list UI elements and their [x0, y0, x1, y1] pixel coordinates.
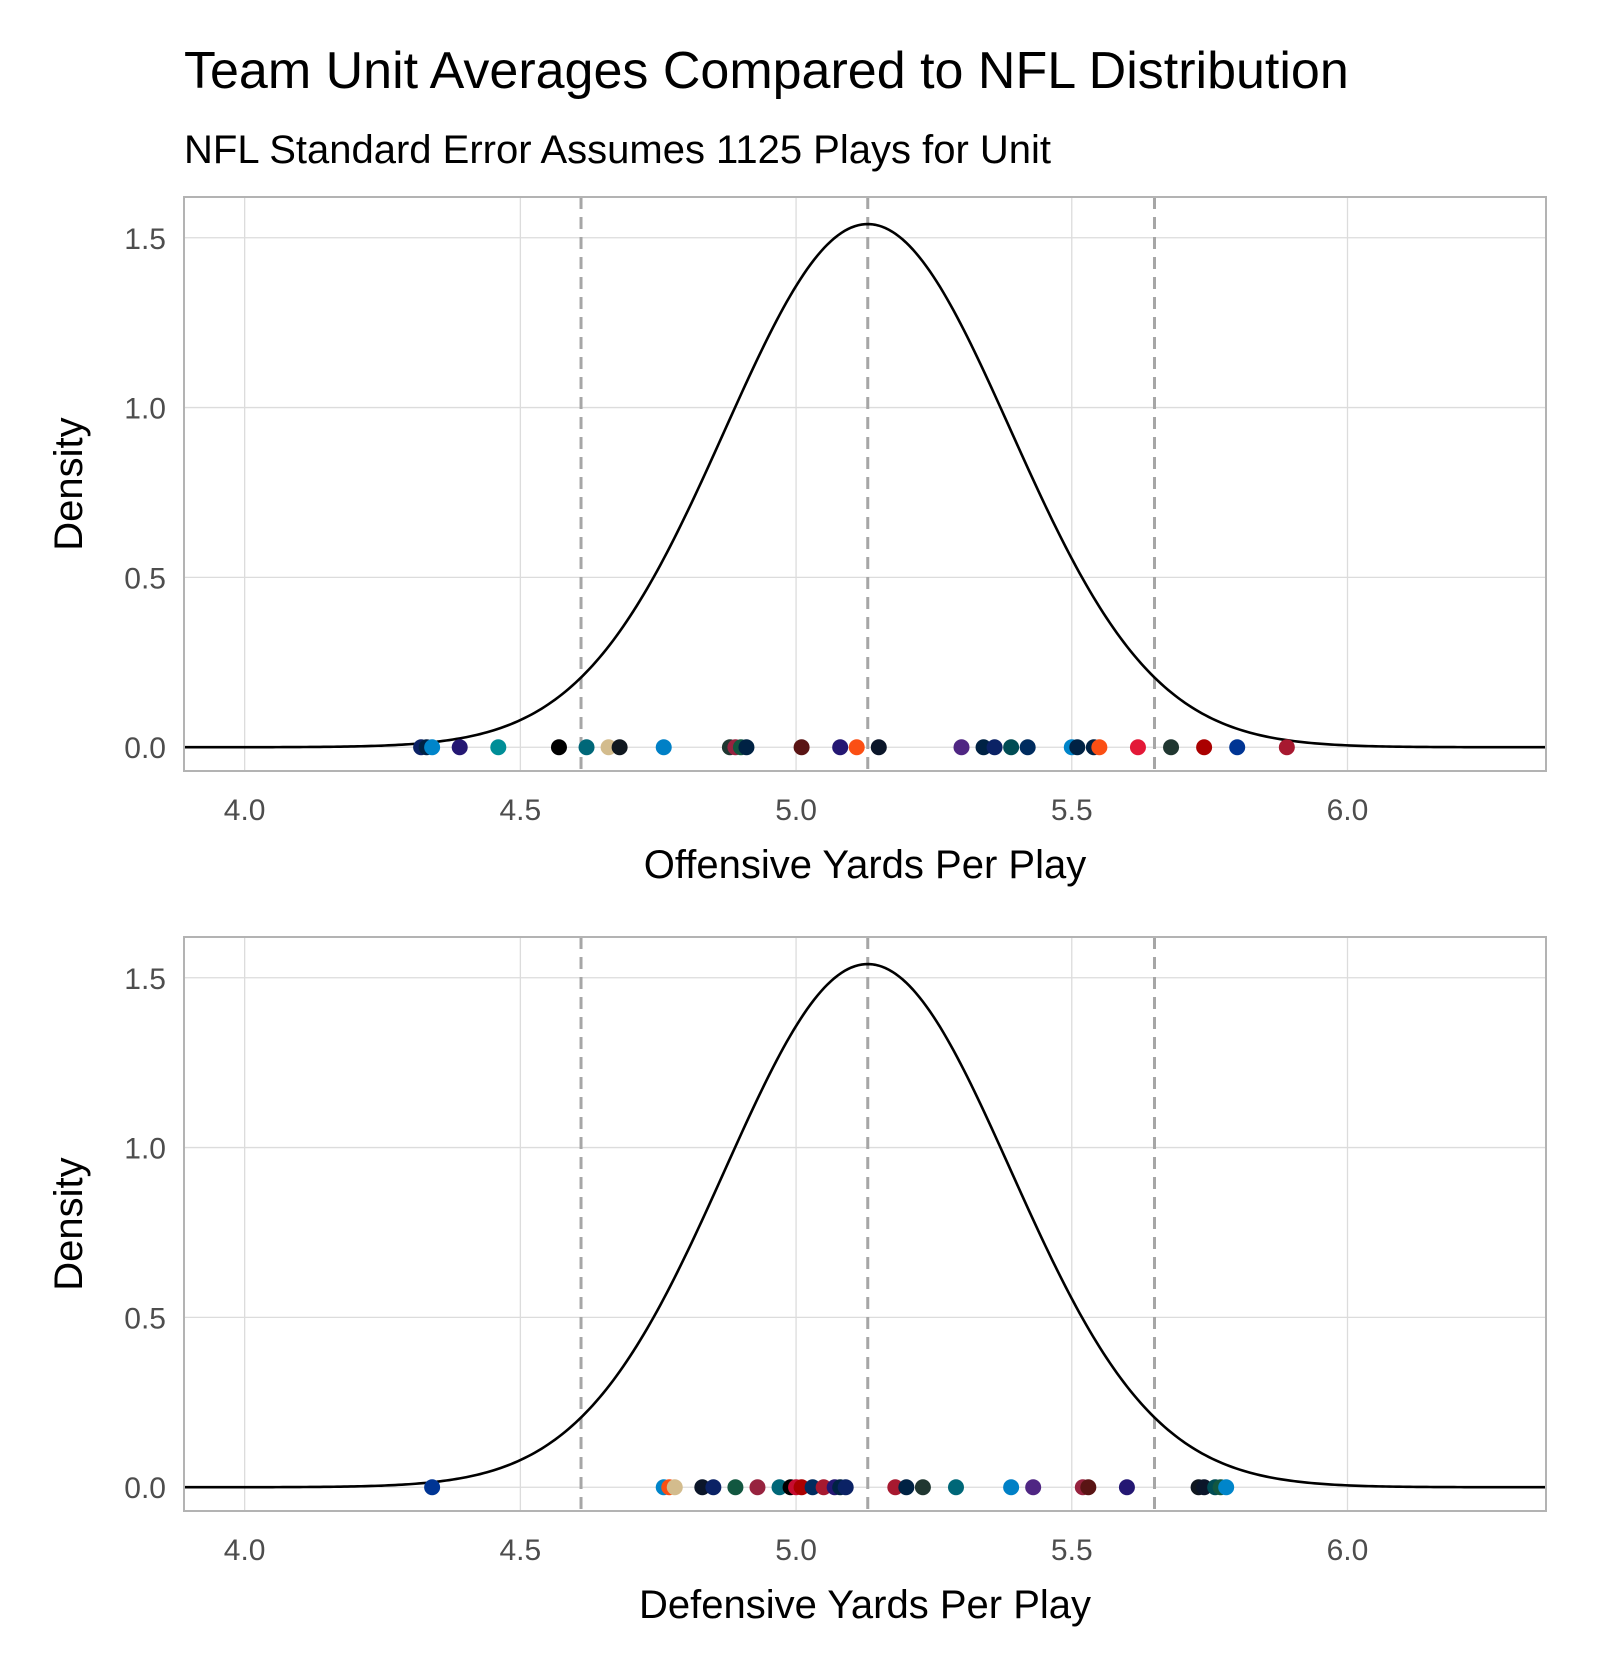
team-point — [1003, 1479, 1020, 1496]
y-tick-label: 0.0 — [124, 732, 166, 765]
team-point — [1091, 739, 1108, 756]
team-point — [870, 739, 887, 756]
y-tick-label: 1.5 — [124, 963, 166, 996]
team-point — [1003, 739, 1020, 756]
team-point — [887, 1479, 904, 1496]
x-tick-label: 5.5 — [1051, 794, 1093, 827]
x-tick-label: 6.0 — [1327, 1534, 1369, 1567]
team-point — [1196, 1479, 1213, 1496]
team-point — [451, 739, 468, 756]
team-point — [1069, 739, 1086, 756]
x-tick-label: 4.0 — [224, 794, 266, 827]
team-point — [975, 739, 992, 756]
team-point — [947, 1479, 964, 1496]
chart-title: Team Unit Averages Compared to NFL Distr… — [184, 42, 1349, 100]
y-tick-label: 0.5 — [124, 1302, 166, 1335]
team-point — [898, 1479, 915, 1496]
x-tick-label: 4.5 — [500, 794, 542, 827]
team-point — [1218, 1479, 1235, 1496]
team-point — [1278, 739, 1295, 756]
team-point — [804, 1479, 821, 1496]
team-point — [424, 1479, 441, 1496]
panel-border — [183, 936, 1547, 1512]
chart-subtitle: NFL Standard Error Assumes 1125 Plays fo… — [184, 128, 1051, 172]
team-point — [694, 1479, 711, 1496]
y-tick-label: 1.5 — [124, 223, 166, 256]
x-axis-title: Defensive Yards Per Play — [639, 1583, 1091, 1627]
y-tick-label: 1.0 — [124, 393, 166, 426]
team-point — [815, 1479, 832, 1496]
team-point — [1196, 739, 1213, 756]
team-point — [986, 739, 1003, 756]
y-tick-label: 0.0 — [124, 1472, 166, 1505]
team-point — [1118, 1479, 1135, 1496]
team-point — [1025, 1479, 1042, 1496]
team-point — [490, 739, 507, 756]
team-point — [1229, 739, 1246, 756]
team-point — [550, 739, 567, 756]
offense-panel: 4.0 4.5 5.0 5.5 6.0 0.0 0.5 1.0 1.5 Offensive Yar… — [47, 196, 1547, 887]
y-tick-label: 1.0 — [124, 1133, 166, 1166]
team-point — [1080, 1479, 1097, 1496]
team-point — [953, 739, 970, 756]
team-point — [600, 739, 617, 756]
team-point — [611, 739, 628, 756]
team-point — [1019, 739, 1036, 756]
x-tick-label: 4.0 — [224, 1534, 266, 1567]
y-axis-title: Density — [47, 417, 91, 550]
team-point — [793, 1479, 810, 1496]
team-point — [914, 1479, 931, 1496]
team-point — [749, 1479, 766, 1496]
x-tick-label: 5.0 — [775, 794, 817, 827]
y-tick-label: 0.5 — [124, 562, 166, 595]
team-point — [655, 739, 672, 756]
team-point — [424, 739, 441, 756]
team-point — [832, 739, 849, 756]
y-axis-title: Density — [47, 1157, 91, 1290]
panel-background — [184, 197, 1546, 771]
team-point — [578, 739, 595, 756]
defense-panel: 4.0 4.5 5.0 5.5 6.0 0.0 0.5 1.0 1.5 Defensive Yar… — [47, 936, 1547, 1627]
x-tick-label: 5.5 — [1051, 1534, 1093, 1567]
density-curve — [184, 222, 1546, 749]
team-point — [1163, 739, 1180, 756]
panel-background — [184, 937, 1546, 1511]
x-axis-title: Offensive Yards Per Play — [644, 843, 1086, 887]
x-tick-label: 4.5 — [500, 1534, 542, 1567]
team-point — [738, 739, 755, 756]
density-curve — [184, 962, 1546, 1489]
panel-border — [183, 196, 1547, 772]
team-point — [705, 1479, 722, 1496]
team-point — [793, 739, 810, 756]
team-point — [848, 739, 865, 756]
team-point — [666, 1479, 683, 1496]
team-point — [727, 1479, 744, 1496]
team-point — [1129, 739, 1146, 756]
team-point — [771, 1479, 788, 1496]
x-tick-label: 6.0 — [1327, 794, 1369, 827]
x-tick-label: 5.0 — [775, 1534, 817, 1567]
team-point — [837, 1479, 854, 1496]
